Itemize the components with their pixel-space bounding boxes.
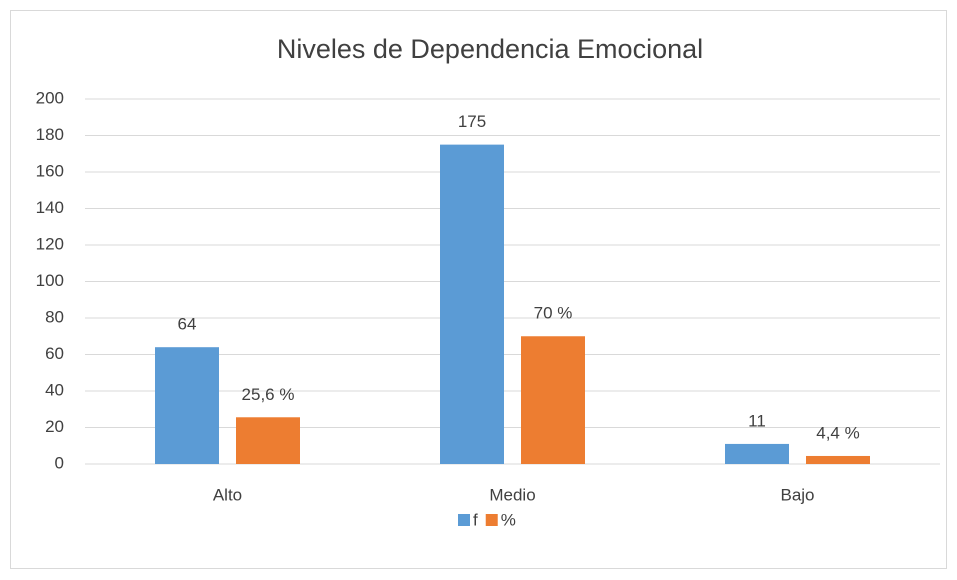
data-label: 70 % (534, 304, 573, 323)
y-tick-label: 60 (45, 344, 64, 363)
bar (236, 417, 300, 464)
x-tick-label: Alto (213, 485, 242, 504)
y-tick-label: 140 (36, 198, 64, 217)
y-tick-label: 80 (45, 307, 64, 326)
bar (440, 144, 504, 464)
legend-swatch (485, 514, 498, 526)
chart-title: Niveles de Dependencia Emocional (277, 34, 703, 64)
data-label: 64 (178, 315, 197, 334)
data-label: 11 (748, 411, 766, 430)
legend-label: f (473, 510, 478, 529)
bar (806, 455, 870, 464)
bar (725, 443, 789, 464)
bar (521, 336, 585, 464)
data-label: 4,4 % (816, 423, 859, 442)
x-tick-label: Bajo (780, 485, 814, 504)
data-label: 175 (458, 112, 486, 131)
legend-label: % (501, 510, 516, 529)
y-tick-label: 100 (36, 271, 64, 290)
y-tick-label: 20 (45, 417, 64, 436)
y-tick-label: 0 (55, 453, 64, 472)
bar (155, 347, 219, 464)
y-tick-label: 200 (36, 88, 64, 107)
data-label: 25,6 % (242, 385, 295, 404)
y-tick-label: 120 (36, 234, 64, 253)
x-tick-label: Medio (489, 485, 535, 504)
y-tick-label: 40 (45, 380, 64, 399)
y-tick-label: 160 (36, 161, 64, 180)
y-tick-label: 180 (36, 125, 64, 144)
legend-swatch (458, 514, 470, 526)
